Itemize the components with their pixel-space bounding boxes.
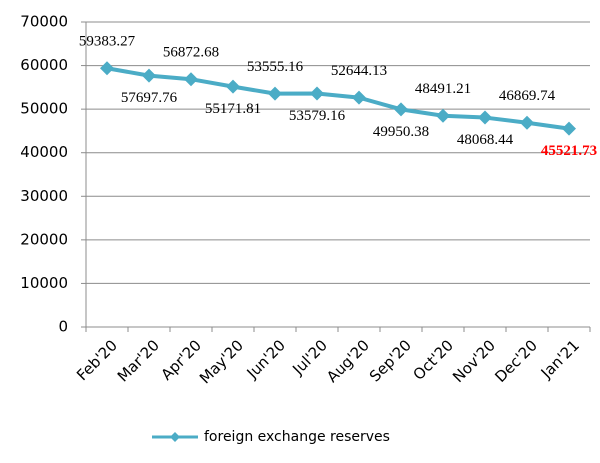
x-tick-label: Jun'20	[243, 336, 289, 382]
series-line	[106, 66, 570, 131]
data-label: 53555.16	[247, 59, 304, 75]
data-label: 57697.76	[121, 90, 178, 106]
data-label: 45521.73	[541, 143, 597, 159]
data-label: 46869.74	[499, 88, 556, 104]
point	[352, 90, 366, 105]
y-tick-label: 50000	[20, 100, 68, 118]
y-tick-label: 60000	[20, 56, 68, 74]
y-tick-label: 30000	[20, 187, 68, 205]
x-tick-label: Nov'20	[449, 336, 499, 386]
data-label: 53579.16	[289, 108, 346, 124]
legend-marker	[170, 432, 180, 442]
point	[184, 72, 198, 87]
y-tick-label: 0	[58, 318, 68, 336]
x-tick-label: Feb'20	[73, 336, 121, 384]
y-tick-label: 70000	[20, 13, 68, 31]
x-tick-label: Dec'20	[491, 336, 541, 386]
point	[520, 115, 534, 130]
x-tick-label: Mar'20	[114, 336, 163, 385]
x-tick-label: Aug'20	[323, 336, 373, 386]
data-label: 48068.44	[457, 132, 514, 148]
data-label: 56872.68	[163, 45, 219, 61]
y-tick-label: 20000	[20, 230, 68, 248]
point	[142, 68, 156, 83]
x-tick-label: Sep'20	[366, 336, 415, 385]
data-label: 48491.21	[415, 81, 471, 97]
x-tick-label: May'20	[196, 336, 247, 387]
point	[478, 110, 492, 125]
data-label: 55171.81	[205, 101, 261, 117]
data-label: 59383.27	[79, 34, 136, 50]
y-tick-label: 40000	[20, 143, 68, 161]
point	[268, 86, 282, 101]
data-label: 52644.13	[331, 63, 387, 79]
point	[100, 61, 114, 76]
legend-label: foreign exchange reserves	[204, 429, 390, 445]
x-tick-label: Jan'21	[537, 336, 583, 382]
point	[436, 108, 450, 123]
point	[310, 86, 324, 101]
y-tick-label: 10000	[20, 274, 68, 292]
data-label: 49950.38	[373, 124, 429, 140]
x-tick-label: Oct'20	[410, 336, 457, 383]
point	[394, 102, 408, 117]
point	[226, 79, 240, 94]
point	[562, 121, 576, 136]
